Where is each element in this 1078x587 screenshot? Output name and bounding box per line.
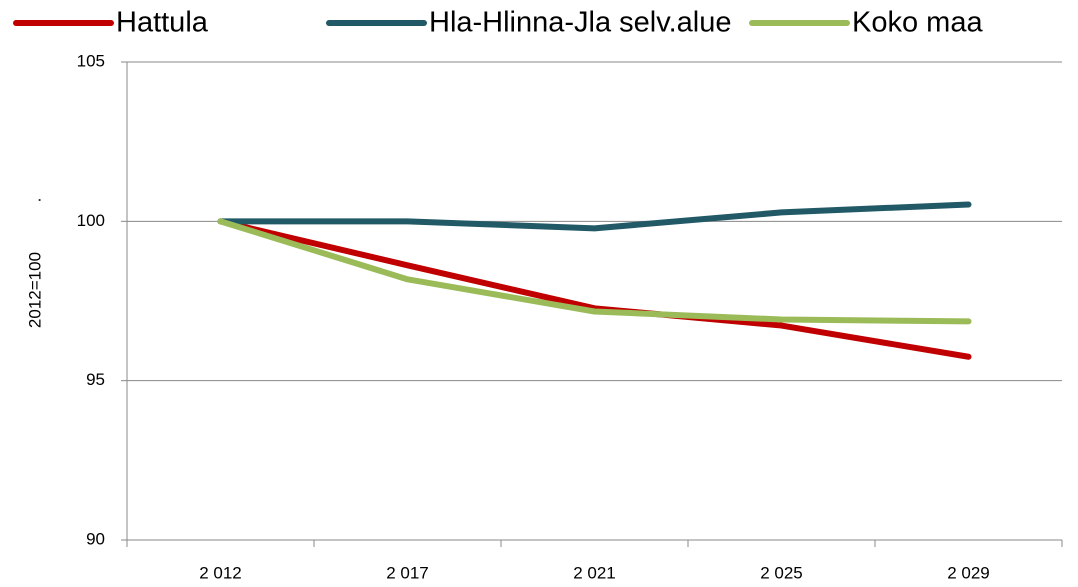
legend-label: Koko maa	[852, 7, 983, 39]
y-tick-label: 105	[77, 51, 105, 70]
y-axis-note: .	[25, 198, 44, 203]
y-tick-label: 95	[86, 370, 105, 389]
x-tick-label: 2 025	[760, 563, 803, 582]
y-axis-label: 2012=100	[25, 252, 44, 328]
legend-label: Hattula	[116, 7, 209, 39]
series-line	[217, 218, 972, 360]
y-tick-label: 100	[77, 211, 105, 230]
y-tick-label: 90	[86, 529, 105, 548]
x-tick-label: 2 029	[947, 563, 990, 582]
series-line	[217, 218, 972, 325]
legend: Hattula Hla-Hlinna-Jla selv.alue Koko maa	[13, 7, 983, 39]
x-tick-label: 2 012	[199, 563, 242, 582]
legend-label: Hla-Hlinna-Jla selv.alue	[429, 7, 731, 39]
x-tick-label: 2 017	[386, 563, 429, 582]
x-tick-label: 2 021	[573, 563, 616, 582]
series-line	[217, 201, 972, 232]
